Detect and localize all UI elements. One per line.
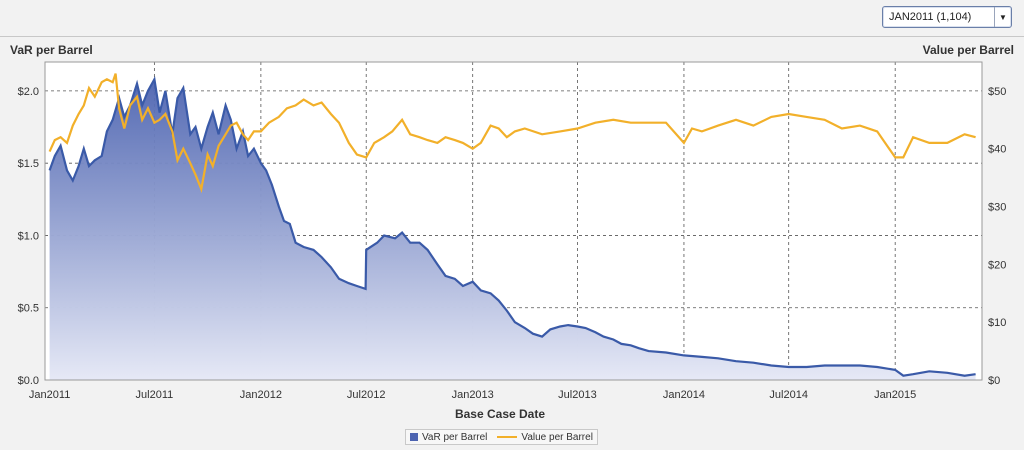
legend-item-value: Value per Barrel <box>497 432 593 443</box>
left-tick-label: $2.0 <box>18 86 39 98</box>
x-axis-title: Base Case Date <box>455 407 545 421</box>
right-axis-ticks: $0 $10 $20 $30 $40 $50 <box>988 86 1006 387</box>
var-per-barrel-line <box>48 75 976 377</box>
x-tick-label: Jul2014 <box>769 389 808 401</box>
x-tick-label: Jul2011 <box>136 389 174 401</box>
date-selector-dropdown[interactable]: JAN2011 (1,104) ▼ <box>882 6 1012 28</box>
date-selector-value: JAN2011 (1,104) <box>889 11 972 23</box>
x-tick-label: Jan2011 <box>29 389 70 401</box>
legend: VaR per Barrel Value per Barrel <box>405 429 598 445</box>
legend-label-value: Value per Barrel <box>521 431 593 443</box>
left-axis-ticks: $0.0 $0.5 $1.0 $1.5 $2.0 <box>18 86 39 387</box>
x-axis-ticks: Jan2011 Jul2011 Jan2012 Jul2012 Jan2013 Jul20… <box>29 389 916 401</box>
left-tick-label: $0.5 <box>18 303 39 315</box>
right-axis-title: Value per Barrel <box>922 43 1014 57</box>
legend-item-var: VaR per Barrel <box>410 432 487 443</box>
left-axis-title: VaR per Barrel <box>10 43 93 57</box>
var-per-barrel-area <box>49 79 976 381</box>
plot-border <box>44 61 983 381</box>
x-tick-label: Jan2014 <box>663 389 705 401</box>
legend-label-var: VaR per Barrel <box>422 431 488 443</box>
value-per-barrel-line <box>48 73 976 194</box>
right-tick-label: $50 <box>988 86 1006 98</box>
left-tick-label: $1.5 <box>18 158 39 170</box>
right-tick-label: $0 <box>988 375 1000 387</box>
x-tick-label: Jul2012 <box>347 389 386 401</box>
left-tick-label: $1.0 <box>18 230 39 242</box>
x-tick-label: Jan2013 <box>452 389 494 401</box>
right-tick-label: $20 <box>988 259 1006 271</box>
x-tick-label: Jan2015 <box>874 389 916 401</box>
right-tick-label: $40 <box>988 144 1006 156</box>
left-tick-label: $0.0 <box>18 375 39 387</box>
right-tick-label: $30 <box>988 202 1006 214</box>
legend-swatch-var <box>410 433 418 441</box>
chevron-down-icon[interactable]: ▼ <box>994 7 1011 27</box>
right-tick-label: $10 <box>988 317 1006 329</box>
x-tick-label: Jul2013 <box>558 389 597 401</box>
legend-swatch-value <box>497 436 518 438</box>
x-tick-label: Jan2012 <box>240 389 282 401</box>
toolbar: JAN2011 (1,104) ▼ <box>0 0 1024 37</box>
